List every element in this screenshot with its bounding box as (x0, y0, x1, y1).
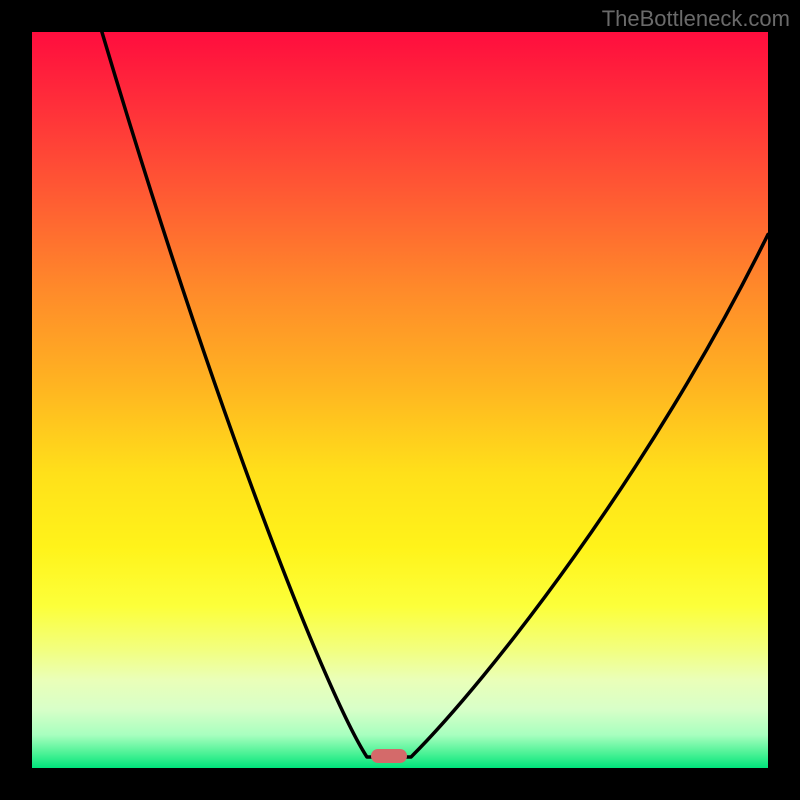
bottleneck-curve (32, 32, 768, 768)
watermark-text: TheBottleneck.com (602, 6, 790, 32)
plot-area (32, 32, 768, 768)
chart-container: TheBottleneck.com (0, 0, 800, 800)
optimal-marker (371, 749, 407, 763)
